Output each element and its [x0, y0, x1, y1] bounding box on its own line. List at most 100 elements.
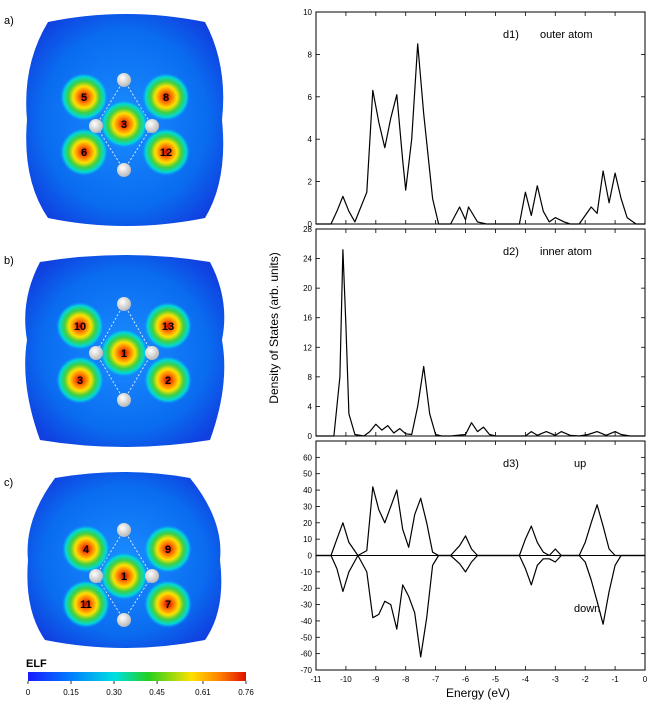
- y-tick-label: 20: [303, 284, 312, 293]
- site-label: 13: [162, 321, 174, 333]
- y-tick-label: 20: [303, 519, 312, 528]
- site-label: 4: [83, 544, 90, 556]
- atom-sphere: [117, 73, 131, 87]
- dos-chart: Density of States (arb. units) Energy (e…: [267, 8, 648, 700]
- elf-panel-a: a) 5 8 3 6 12: [4, 14, 224, 226]
- site-label: 1: [121, 348, 127, 360]
- subplot-legend: inner atom: [540, 246, 592, 258]
- atom-bonds-c: [95, 529, 153, 621]
- y-tick-label: -40: [300, 617, 312, 626]
- y-tick-label: 0: [308, 432, 313, 441]
- elf-site-blob: [100, 100, 148, 148]
- x-tick-label: 0: [643, 675, 648, 684]
- site-label: 3: [121, 119, 127, 131]
- y-tick-label: 60: [303, 453, 312, 462]
- elf-site-blob: [144, 525, 192, 573]
- elf-site-blob: [62, 525, 110, 573]
- dos-curve-inner-atom: [316, 249, 645, 437]
- x-tick-label: -7: [432, 675, 440, 684]
- x-tick-label: -10: [340, 675, 352, 684]
- colorbar-tick-label: 0.15: [63, 688, 79, 697]
- y-tick-label: 10: [303, 535, 312, 544]
- elf-site-blob: [100, 329, 148, 377]
- colorbar-tick-label: 0.61: [195, 688, 211, 697]
- dos-curve-down: [316, 554, 645, 658]
- dos-subplot-2: 0 4 8 12 16 20 24 28 d2) inner atom: [303, 225, 646, 441]
- legend-up: up: [574, 458, 586, 470]
- plot-frame: [315, 228, 646, 437]
- x-tick-label: -4: [522, 675, 530, 684]
- y-tick-label: -30: [300, 601, 312, 610]
- elf-site-blob: [62, 580, 110, 628]
- panel-label-b: b): [4, 255, 14, 267]
- site-label: 10: [74, 321, 86, 333]
- atom-sphere: [145, 119, 159, 133]
- y-tick-label: 16: [303, 314, 312, 323]
- x-tick-label: -3: [552, 675, 560, 684]
- subplot-label: d2): [503, 246, 519, 258]
- site-label: 12: [160, 147, 172, 159]
- x-tick-label: -11: [311, 675, 323, 684]
- elf-site-blob: [100, 552, 148, 600]
- site-label: 2: [165, 375, 171, 387]
- site-label: 7: [165, 599, 171, 611]
- elf-panel-b: b) 10 13 1 3 2: [4, 255, 225, 447]
- x-tick-label: -9: [372, 675, 380, 684]
- colorbar-tick-label: 0.45: [149, 688, 165, 697]
- elf-site-blob: [144, 302, 192, 350]
- y-tick-label: -70: [300, 666, 312, 675]
- atom-sphere: [117, 523, 131, 537]
- y-tick-label: 12: [303, 343, 312, 352]
- y-tick-label: 28: [303, 225, 312, 234]
- dos-curve-outer-atom: [316, 43, 645, 225]
- dos-subplot-3: -70 -60 -50 -40 -30 -20 -10 0 10 20 30 40 50 60 d3) up d…: [300, 440, 646, 675]
- y-axis-title: Density of States (arb. units): [267, 252, 281, 403]
- elf-site-blob: [56, 302, 104, 350]
- colorbar-title: ELF: [26, 658, 47, 670]
- site-label: 8: [163, 92, 169, 104]
- y-tick-label: 10: [303, 8, 312, 17]
- y-tick-label: 24: [303, 255, 312, 264]
- atom-sphere: [89, 569, 103, 583]
- y-tick-label: 8: [308, 50, 313, 59]
- y-tick-label: 2: [308, 178, 313, 187]
- atom-sphere: [89, 119, 103, 133]
- colorbar-ticks: 0 0.15 0.30 0.45 0.61 0.76: [26, 681, 254, 697]
- atom-sphere: [89, 346, 103, 360]
- dos-curve-up: [316, 486, 645, 557]
- legend-down: down: [574, 603, 600, 615]
- colorbar-gradient: [28, 672, 246, 681]
- elf-site-blob: [142, 128, 190, 176]
- y-tick-label: 30: [303, 502, 312, 511]
- y-tick-label: 0: [308, 220, 313, 229]
- subplot-label: d3): [503, 458, 519, 470]
- site-label: 3: [77, 375, 83, 387]
- x-axis-title: Energy (eV): [446, 686, 510, 700]
- y-tick-label: 4: [308, 135, 313, 144]
- colorbar-tick-label: 0.76: [238, 688, 254, 697]
- colorbar-tick-label: 0.30: [106, 688, 122, 697]
- atom-sphere: [117, 163, 131, 177]
- subplot-legend: outer atom: [540, 29, 593, 41]
- elf-site-blob: [60, 73, 108, 121]
- colorbar-tick-label: 0: [26, 688, 31, 697]
- y-tick-label: 40: [303, 486, 312, 495]
- y-tick-label: 6: [308, 93, 313, 102]
- x-tick-label: -6: [462, 675, 470, 684]
- plot-frame: [315, 11, 646, 225]
- site-label: 6: [81, 147, 87, 159]
- y-tick-label: -50: [300, 633, 312, 642]
- atom-bonds-a: [95, 79, 153, 171]
- subplot-label: d1): [503, 29, 519, 41]
- y-tick-label: 4: [308, 402, 313, 411]
- y-tick-label: 0: [308, 552, 313, 561]
- elf-site-blob: [144, 580, 192, 628]
- site-label: 5: [81, 92, 87, 104]
- elf-site-blob: [142, 73, 190, 121]
- atom-sphere: [117, 393, 131, 407]
- elf-site-blob: [56, 356, 104, 404]
- y-tick-label: 50: [303, 470, 312, 479]
- site-label: 9: [165, 544, 171, 556]
- y-tick-label: -20: [300, 584, 312, 593]
